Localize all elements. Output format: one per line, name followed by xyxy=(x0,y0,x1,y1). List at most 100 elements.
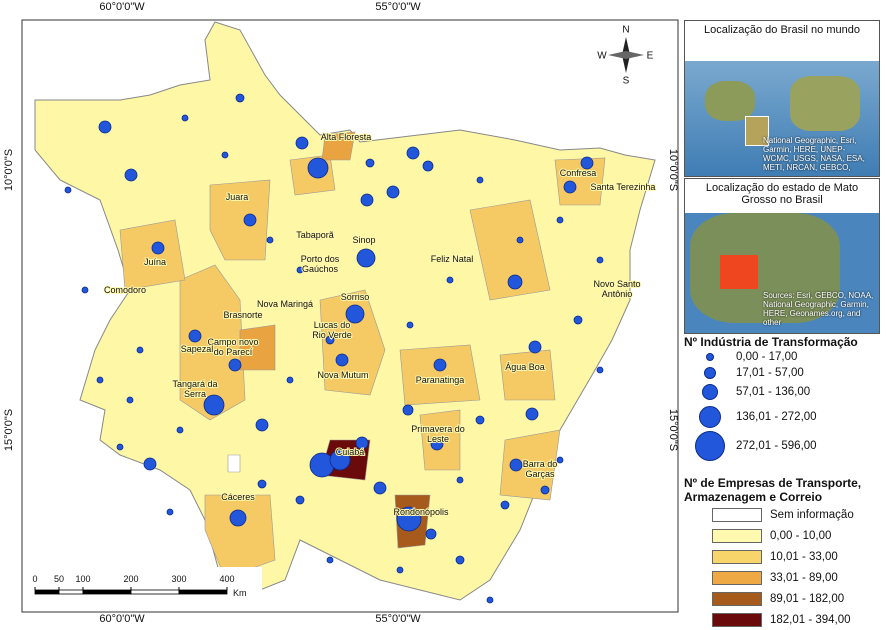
industry-point xyxy=(243,213,257,227)
scale-segment xyxy=(58,589,84,595)
legend-label: 136,01 - 272,00 xyxy=(736,410,817,423)
industry-point xyxy=(446,276,454,284)
lon-label: 55°0'0"W xyxy=(375,1,421,13)
industry-point xyxy=(396,566,404,574)
industry-point xyxy=(143,457,157,471)
scale-label: 50 xyxy=(54,574,64,584)
compass-rose xyxy=(608,51,644,59)
scale-label: 0 xyxy=(32,574,37,584)
industry-point xyxy=(596,366,604,374)
place-label: Nova Maringá xyxy=(257,299,313,309)
industry-point xyxy=(181,114,189,122)
industry-point xyxy=(325,335,335,345)
industry-point xyxy=(433,358,447,372)
industry-point xyxy=(326,556,334,564)
inset-image xyxy=(685,213,879,333)
legend-swatch xyxy=(712,612,762,627)
place-label: Santa Terezinha xyxy=(591,182,656,192)
legend-swatch xyxy=(712,549,762,564)
industry-point xyxy=(255,418,269,432)
industry-point xyxy=(235,93,245,103)
industry-point xyxy=(500,500,510,510)
industry-point xyxy=(335,353,349,367)
inset-credits: National Geographic, Esri, Garmin, HERE,… xyxy=(763,136,865,172)
industry-point xyxy=(406,321,414,329)
industry-point xyxy=(329,449,351,471)
industry-point xyxy=(456,476,464,484)
industry-point xyxy=(307,157,329,179)
industry-point xyxy=(124,168,138,182)
industry-point xyxy=(563,180,577,194)
place-label: Paranatinga xyxy=(416,375,465,385)
industry-point xyxy=(345,304,365,324)
legend-row: 0,00 - 17,00 xyxy=(684,349,858,364)
industry-point xyxy=(507,274,523,290)
industry-point xyxy=(373,481,387,495)
industry-point xyxy=(556,456,564,464)
legend-label: 89,01 - 182,00 xyxy=(770,592,845,605)
industry-point xyxy=(509,458,523,472)
industry-point xyxy=(116,443,124,451)
industry-point xyxy=(96,376,104,384)
compass-label: W xyxy=(597,51,607,62)
industry-point xyxy=(257,479,267,489)
lon-label: 60°0'0"W xyxy=(99,613,145,625)
legend-label: Sem informação xyxy=(770,508,854,521)
legend-row: 33,01 - 89,00 xyxy=(712,567,884,588)
region xyxy=(321,131,356,161)
legend-symbol xyxy=(684,405,736,428)
industry-point xyxy=(176,426,184,434)
scale-label: 400 xyxy=(219,574,234,584)
place-label: Tangará da Serra xyxy=(172,379,217,399)
legend-label: 17,01 - 57,00 xyxy=(736,366,804,379)
lat-label: 10°0'0"S xyxy=(667,149,679,191)
industry-point xyxy=(151,241,165,255)
place-label: Comodoro xyxy=(104,285,146,295)
place-label: Cuiabá xyxy=(336,447,365,457)
legend-circle xyxy=(699,405,721,428)
scale-label: 200 xyxy=(123,574,138,584)
industry-point xyxy=(476,176,484,184)
industry-point xyxy=(188,329,202,343)
industry-point xyxy=(81,286,89,294)
legend-industry: Nº Indústria de Transformação 0,00 - 17,… xyxy=(684,335,858,462)
municipality-regions xyxy=(119,154,606,579)
industry-point xyxy=(386,185,400,199)
scale-segment xyxy=(130,589,180,595)
place-label: Sinop xyxy=(352,235,375,245)
legend-swatch xyxy=(712,507,762,522)
place-label: Barra do Garças xyxy=(523,459,558,479)
legend-swatch xyxy=(712,591,762,606)
industry-point xyxy=(360,193,374,207)
legend-circle xyxy=(695,431,725,461)
scale-bg xyxy=(24,567,262,607)
industry-point xyxy=(425,528,437,540)
legend-title: Nº de Empresas de Transporte, Armazenage… xyxy=(684,476,862,504)
scale-label: 300 xyxy=(171,574,186,584)
industry-point xyxy=(355,436,369,450)
industry-point xyxy=(406,146,420,160)
legend-circle xyxy=(706,352,714,361)
industry-point xyxy=(295,136,309,150)
legend-label: 272,01 - 596,00 xyxy=(736,440,817,452)
industry-point xyxy=(402,404,414,416)
lat-label: 15°0'0"S xyxy=(667,409,679,451)
industry-point xyxy=(295,495,305,505)
industry-point xyxy=(229,509,247,527)
industry-point xyxy=(596,256,604,264)
place-label: Água Boa xyxy=(505,362,545,372)
scale-unit: Km xyxy=(233,588,247,598)
place-label: Alta Floresta xyxy=(321,132,372,142)
legend-label: 0,00 - 17,00 xyxy=(736,350,798,363)
place-label: Rondonópolis xyxy=(393,507,449,517)
legend-label: 33,01 - 89,00 xyxy=(770,571,838,584)
industry-point xyxy=(286,376,294,384)
scale-label: 100 xyxy=(75,574,90,584)
industry-point xyxy=(228,358,242,372)
inset-title: Localização do Brasil no mundo xyxy=(704,24,860,36)
lon-label: 60°0'0"W xyxy=(99,1,145,13)
region xyxy=(239,324,276,371)
place-label: Confresa xyxy=(560,168,597,178)
legend-swatch xyxy=(712,570,762,585)
